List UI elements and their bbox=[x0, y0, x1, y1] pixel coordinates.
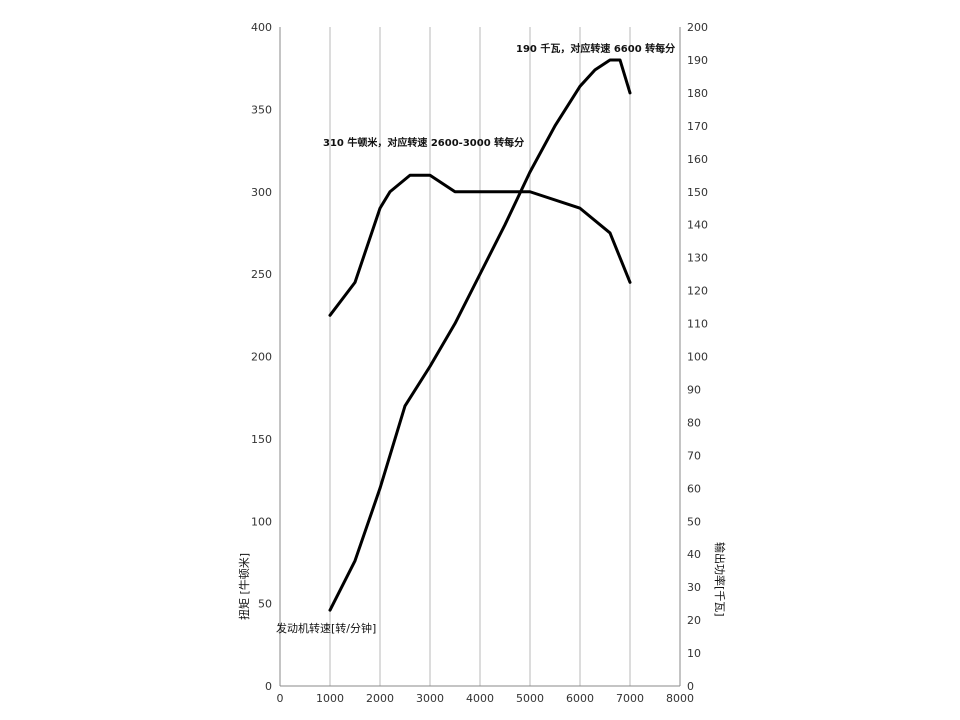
y-left-tick-label: 300 bbox=[251, 186, 272, 199]
y-right-tick-label: 90 bbox=[687, 383, 701, 396]
y-right-tick-label: 150 bbox=[687, 186, 708, 199]
x-tick-label: 8000 bbox=[666, 692, 694, 705]
y-right-tick-label: 40 bbox=[687, 548, 701, 561]
x-tick-label: 1000 bbox=[316, 692, 344, 705]
x-axis-label: 发动机转速[转/分钟] bbox=[276, 621, 376, 635]
series-line-torque bbox=[328, 173, 632, 317]
y-right-tick-label: 200 bbox=[687, 21, 708, 34]
axes bbox=[279, 27, 681, 687]
y-right-tick-label: 60 bbox=[687, 482, 701, 495]
x-tick-label: 0 bbox=[277, 692, 284, 705]
x-tick-label: 4000 bbox=[466, 692, 494, 705]
y-right-tick-label: 110 bbox=[687, 318, 708, 331]
series-lines bbox=[328, 58, 632, 612]
x-tick-label: 3000 bbox=[416, 692, 444, 705]
y-left-tick-label: 100 bbox=[251, 515, 272, 528]
y-right-tick-label: 70 bbox=[687, 449, 701, 462]
x-tick-label: 2000 bbox=[366, 692, 394, 705]
y-right-tick-label: 80 bbox=[687, 416, 701, 429]
y-right-tick-label: 180 bbox=[687, 87, 708, 100]
x-tick-label: 5000 bbox=[516, 692, 544, 705]
y-right-tick-label: 160 bbox=[687, 153, 708, 166]
y-right-tick-label: 120 bbox=[687, 285, 708, 298]
y-right-tick-label: 100 bbox=[687, 351, 708, 364]
y-right-tick-label: 50 bbox=[687, 515, 701, 528]
y-left-tick-labels: 0 50 100 150 200 250 300 350 400 bbox=[251, 21, 272, 693]
y-right-tick-label: 20 bbox=[687, 614, 701, 627]
y-right-tick-label: 130 bbox=[687, 252, 708, 265]
y-left-tick-label: 150 bbox=[251, 433, 272, 446]
y-left-tick-label: 50 bbox=[258, 598, 272, 611]
y-right-tick-labels: 0 10 20 30 40 50 60 70 80 90 100 110 120 130 140 150 160… bbox=[687, 21, 708, 693]
y-right-axis-label: 输出功率[千瓦] bbox=[713, 542, 727, 617]
y-left-tick-label: 400 bbox=[251, 21, 272, 34]
annotation-power: 190 千瓦，对应转速 6600 转每分 bbox=[516, 42, 675, 55]
y-left-tick-label: 250 bbox=[251, 268, 272, 281]
y-right-tick-label: 30 bbox=[687, 581, 701, 594]
y-right-tick-label: 170 bbox=[687, 120, 708, 133]
y-left-axis-label: 扭矩 [牛顿米] bbox=[237, 553, 251, 620]
y-right-tick-label: 190 bbox=[687, 54, 708, 67]
x-tick-labels: 0 1000 2000 3000 4000 5000 6000 7000 8000 bbox=[277, 692, 695, 705]
y-right-tick-label: 140 bbox=[687, 219, 708, 232]
y-left-tick-label: 350 bbox=[251, 103, 272, 116]
x-tick-label: 6000 bbox=[566, 692, 594, 705]
y-right-tick-label: 0 bbox=[687, 680, 694, 693]
y-right-tick-label: 10 bbox=[687, 647, 701, 660]
series-line-power bbox=[328, 58, 632, 612]
y-left-tick-label: 0 bbox=[265, 680, 272, 693]
y-left-tick-label: 200 bbox=[251, 351, 272, 364]
annotation-torque: 310 牛顿米，对应转速 2600-3000 转每分 bbox=[323, 136, 524, 149]
x-tick-label: 7000 bbox=[616, 692, 644, 705]
